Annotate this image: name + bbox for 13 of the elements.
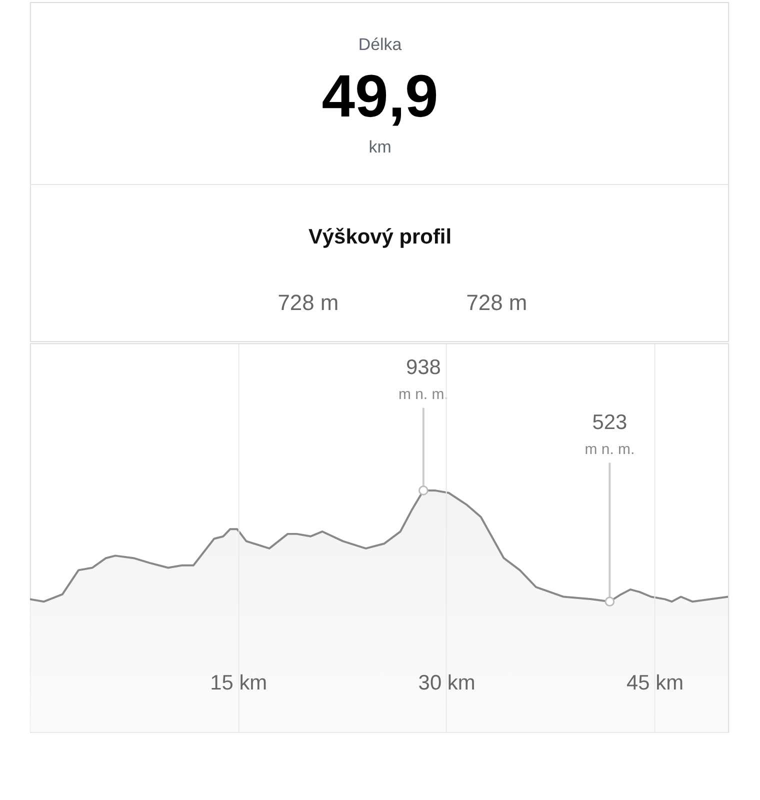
- chart-title: Výškový profil: [308, 225, 452, 248]
- x-tick-label: 30 km: [418, 672, 476, 695]
- annotation: m n. m.: [398, 386, 448, 403]
- text: 728 m: [278, 290, 339, 316]
- annotation: m n. m.: [584, 440, 635, 458]
- text: 523: [592, 410, 628, 434]
- text: 49,9: [322, 62, 438, 130]
- text: Délka: [358, 34, 402, 54]
- text: 938: [406, 356, 441, 379]
- x-tick-label: 45 km: [626, 672, 684, 695]
- x-tick-label: 15 km: [210, 672, 268, 695]
- text: 728 m: [466, 290, 528, 316]
- text: km: [368, 138, 392, 157]
